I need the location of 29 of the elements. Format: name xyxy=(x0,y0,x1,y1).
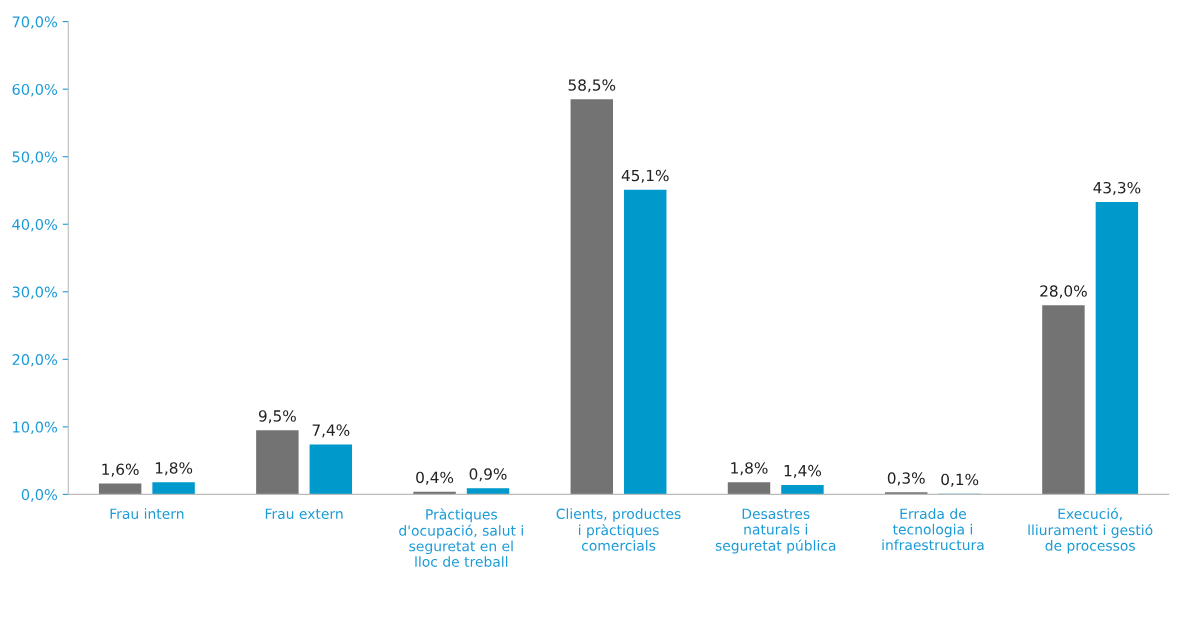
data-label: 0,3% xyxy=(887,472,925,486)
data-label: 1,6% xyxy=(102,463,139,477)
y-tick-label: 30,0% xyxy=(12,286,58,300)
data-label: 28,0% xyxy=(1040,285,1087,299)
x-tick-label: Pràctiques d'ocupació, salut i seguretat en el lloc de treball xyxy=(399,508,523,567)
x-tick-label: Desastres naturals i seguretat pública xyxy=(715,508,836,554)
y-tick-label: 70,0% xyxy=(12,16,58,29)
x-tick-label: Frau intern xyxy=(110,508,184,520)
data-label: 9,5% xyxy=(258,410,296,424)
x-tick-label: Execució, lliurament i gestió de processos xyxy=(1028,507,1153,554)
x-tick-label: Frau extern xyxy=(265,508,343,520)
data-label: 7,4% xyxy=(312,424,350,438)
data-label: 43,3% xyxy=(1093,181,1141,195)
x-tick-label: Clients, productes i pràctiques comercials xyxy=(556,508,681,551)
y-tick-label: 40,0% xyxy=(12,218,58,232)
data-label: 0,1% xyxy=(941,473,979,487)
data-label: 58,5% xyxy=(568,79,616,93)
x-tick-label: Errada de tecnologia i infraestructura xyxy=(882,508,984,551)
data-label: 1,8% xyxy=(155,462,193,476)
y-tick-label: 50,0% xyxy=(12,151,58,164)
data-label: 1,8% xyxy=(731,462,768,476)
data-label: 0,9% xyxy=(469,468,507,482)
y-tick-label: 10,0% xyxy=(13,421,58,435)
data-label: 0,4% xyxy=(416,471,454,485)
y-tick-label: 60,0% xyxy=(12,83,58,97)
y-tick-label: 20,0% xyxy=(12,354,58,367)
data-label: 1,4% xyxy=(784,464,822,478)
data-label: 45,1% xyxy=(621,169,669,183)
y-tick-label: 0,0% xyxy=(21,489,58,502)
